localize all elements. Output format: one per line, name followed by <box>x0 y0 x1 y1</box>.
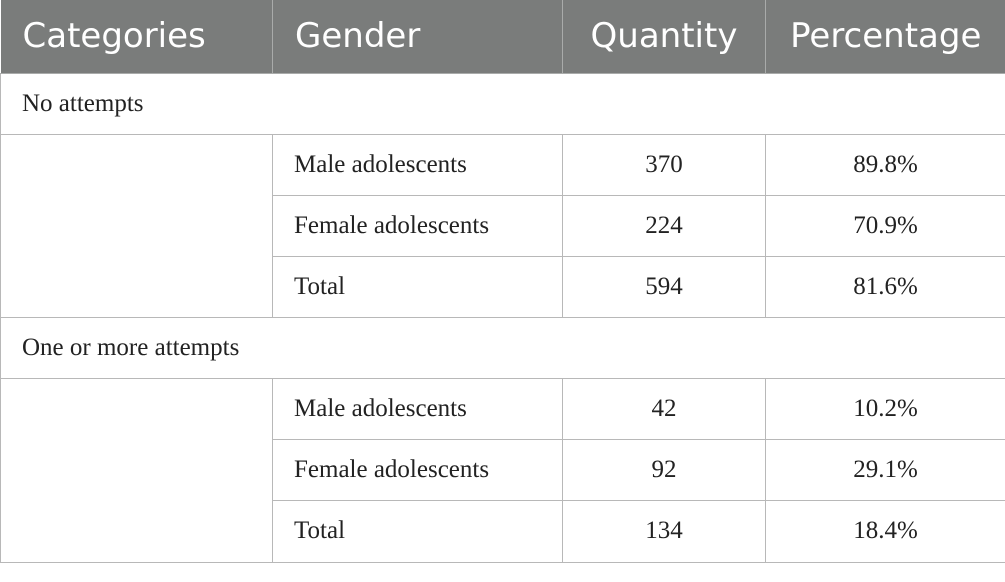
gender-cell: Male adolescents <box>272 377 563 440</box>
section-label: No attempts <box>0 72 1005 135</box>
gender-cell: Male adolescents <box>272 133 563 196</box>
quantity-cell: 594 <box>562 255 766 318</box>
gender-cell: Total <box>272 499 563 563</box>
table-header: Categories Gender Quantity Percentage <box>0 0 1005 74</box>
table-row: Male adolescents 42 10.2% <box>0 377 1005 563</box>
quantity-cell: 134 <box>562 499 766 563</box>
header-row: Categories Gender Quantity Percentage <box>0 0 1005 74</box>
percentage-cell: 18.4% <box>765 499 1005 563</box>
section-row-no-attempts: No attempts <box>0 72 1005 135</box>
table-body: No attempts Male adolescents 370 89.8% F… <box>0 72 1005 563</box>
section-row-one-or-more-attempts: One or more attempts <box>0 316 1005 379</box>
table-row: Female adolescents 224 70.9% <box>1 194 1005 257</box>
suicide-attempts-table: Categories Gender Quantity Percentage No… <box>0 0 1005 563</box>
table-row: Total 134 18.4% <box>1 499 1005 563</box>
header-gender: Gender <box>272 0 563 74</box>
percentage-cell: 81.6% <box>765 255 1005 318</box>
percentage-cell: 89.8% <box>765 133 1005 196</box>
header-quantity: Quantity <box>562 0 766 74</box>
quantity-cell: 42 <box>562 377 766 440</box>
percentage-cell: 29.1% <box>765 438 1005 501</box>
gender-cell: Female adolescents <box>272 194 563 257</box>
percentage-cell: 10.2% <box>765 377 1005 440</box>
category-blank-cell <box>0 377 273 563</box>
category-blank-cell <box>0 133 273 318</box>
section-label: One or more attempts <box>0 316 1005 379</box>
quantity-cell: 370 <box>562 133 766 196</box>
quantity-cell: 224 <box>562 194 766 257</box>
header-percentage: Percentage <box>765 0 1005 74</box>
header-categories: Categories <box>0 0 273 74</box>
gender-cell: Female adolescents <box>272 438 563 501</box>
percentage-cell: 70.9% <box>765 194 1005 257</box>
quantity-cell: 92 <box>562 438 766 501</box>
gender-cell: Total <box>272 255 563 318</box>
table-row: Male adolescents 370 89.8% <box>0 133 1005 318</box>
